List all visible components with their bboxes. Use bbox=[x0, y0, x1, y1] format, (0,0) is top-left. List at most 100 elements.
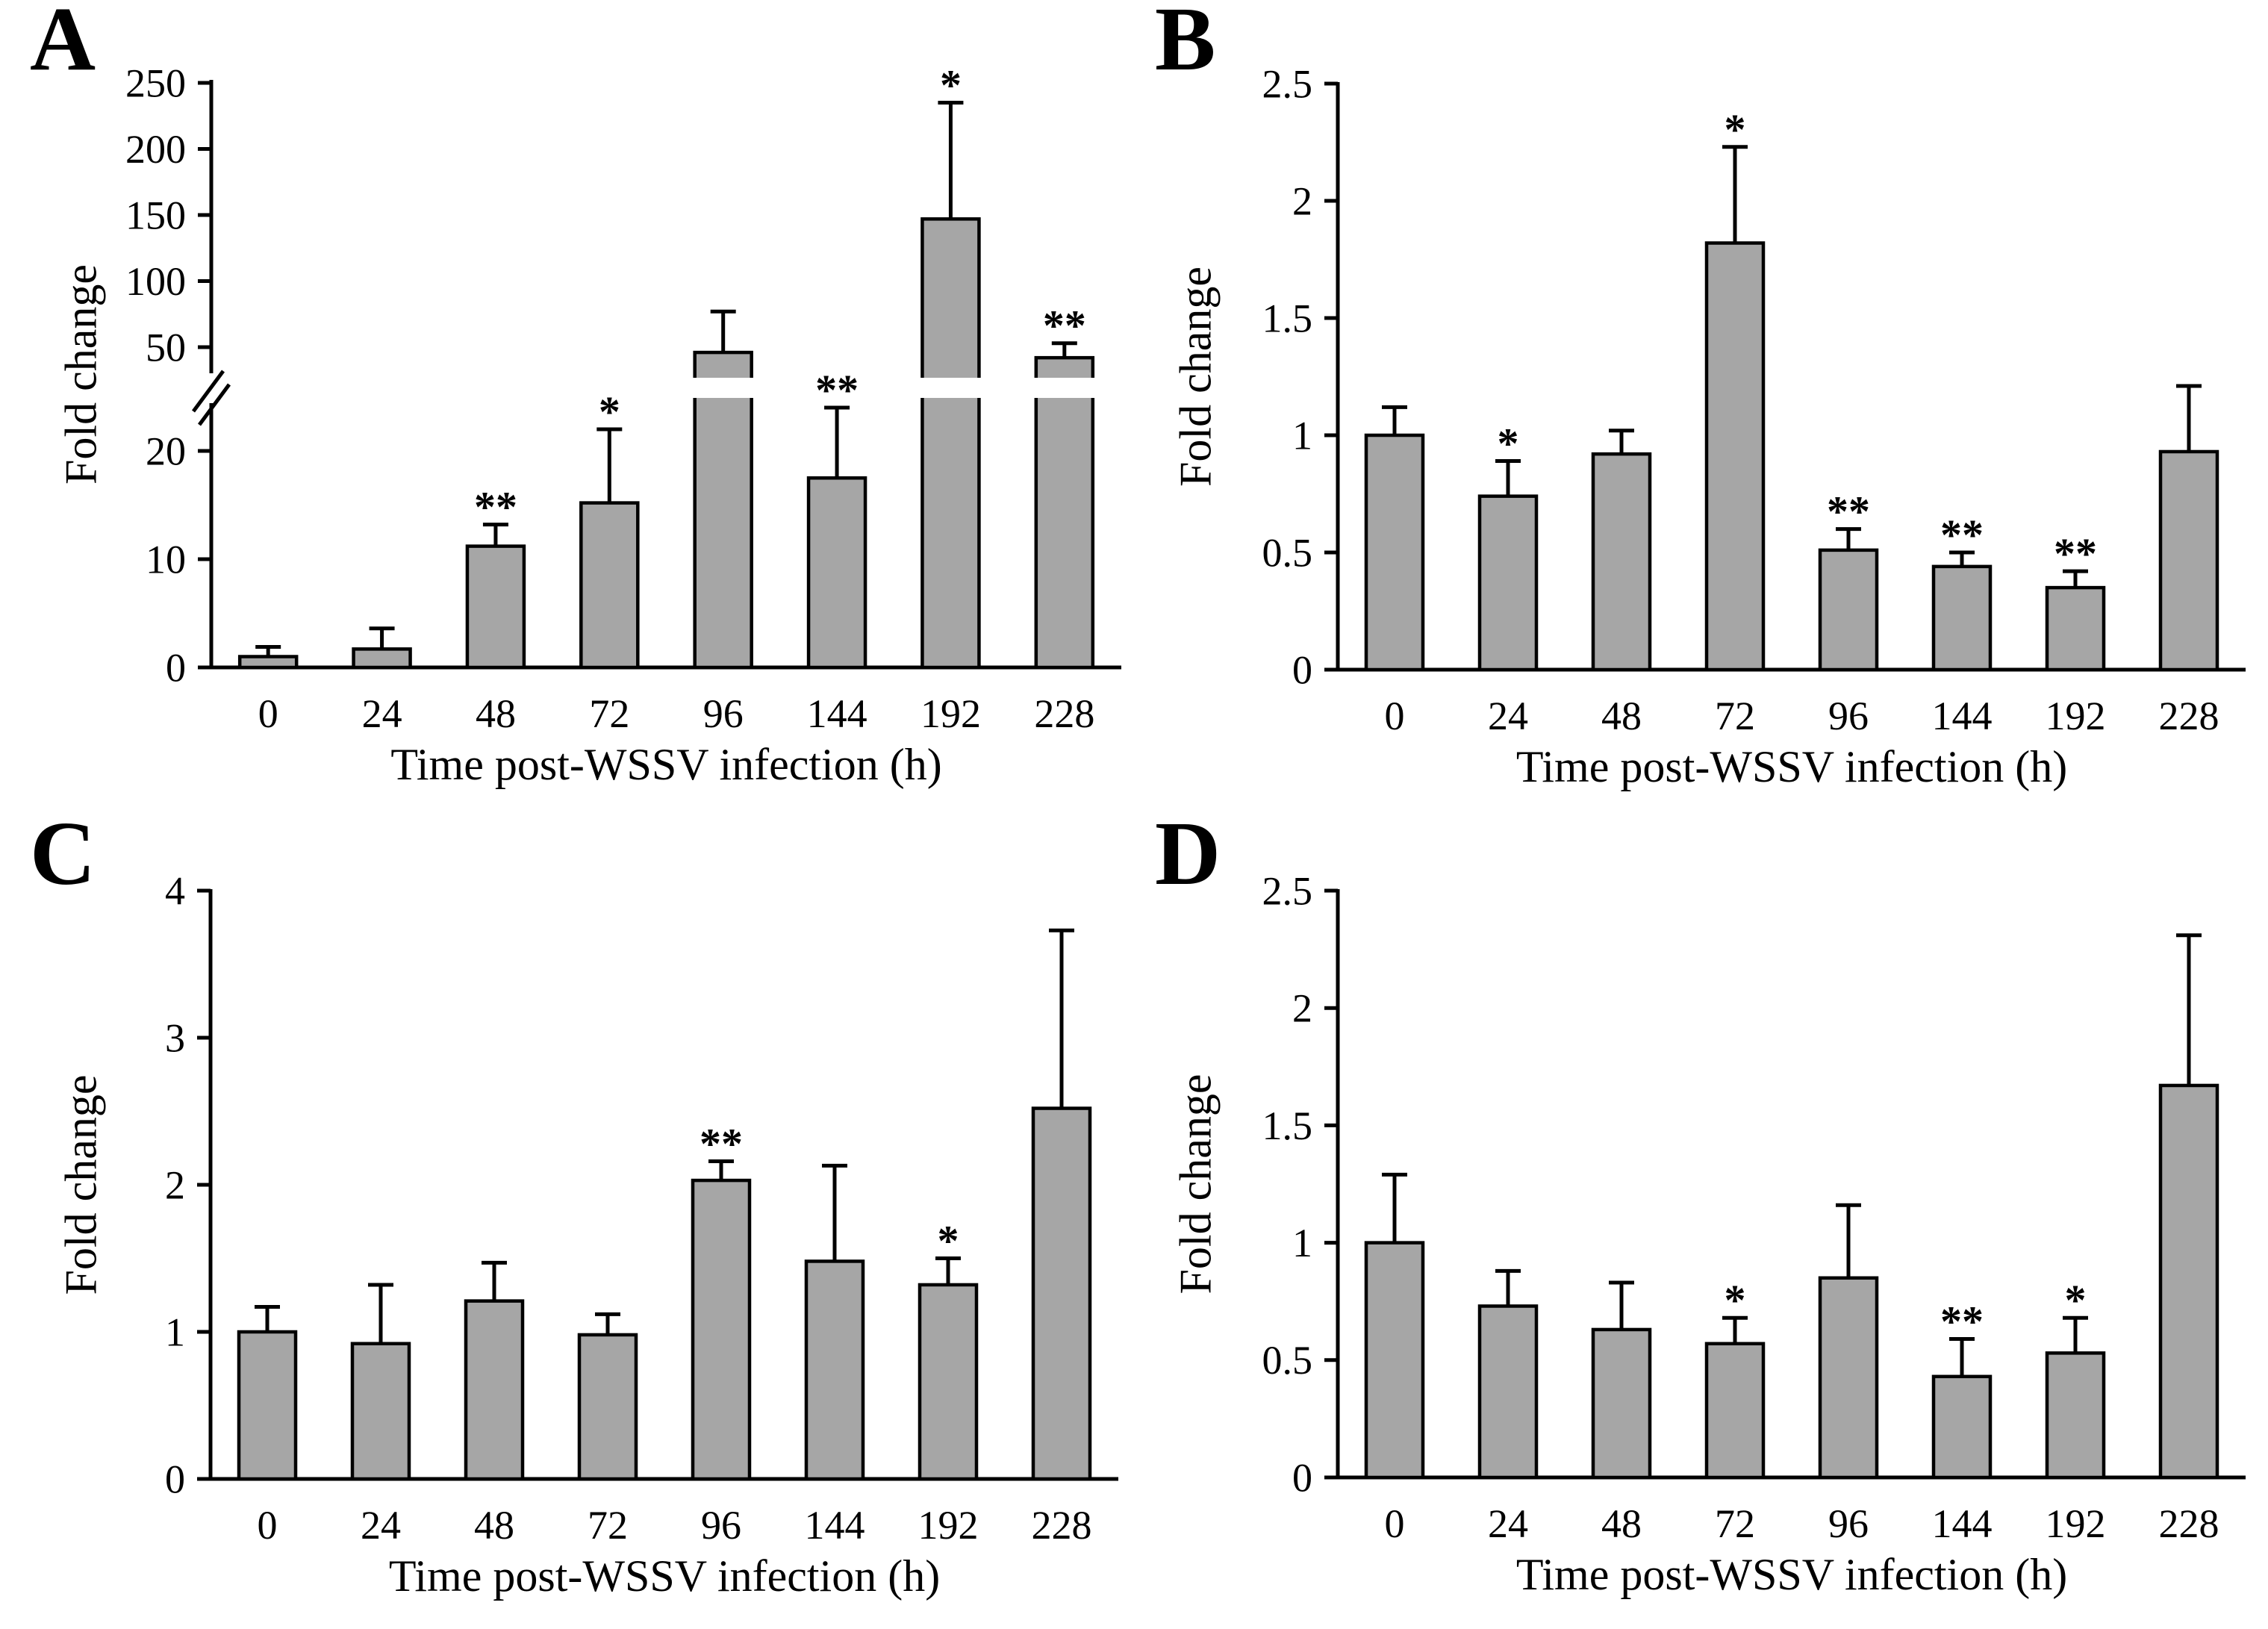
y-tick-label: 0 bbox=[1292, 647, 1312, 692]
x-tick-label: 48 bbox=[474, 1503, 514, 1548]
x-tick-label: 144 bbox=[1932, 694, 1993, 738]
axis-break-gap-96h bbox=[691, 378, 755, 398]
significance-24h: * bbox=[1498, 420, 1519, 468]
significance-144h: ** bbox=[815, 366, 859, 414]
panel-a: A 0 10 20 50 100 150 200 250 0 24 ** 48 * 72 96 ** 144 * 1… bbox=[0, 0, 1134, 814]
x-axis-title: Time post-WSSV infection (h) bbox=[1516, 1550, 2067, 1599]
significance-228h: ** bbox=[1043, 302, 1086, 350]
significance-72h: * bbox=[1725, 105, 1746, 154]
bar-144h bbox=[804, 1259, 865, 1481]
panel-c: C 0 1 2 3 4 0 24 48 72 ** 96 144 * 192 228 Time post-WS… bbox=[0, 809, 1134, 1629]
x-tick-label: 24 bbox=[1488, 1501, 1528, 1546]
bar-228h bbox=[2158, 449, 2219, 672]
panel-a-letter: A bbox=[30, 0, 96, 90]
bar-144h bbox=[806, 476, 867, 670]
bar-192h bbox=[918, 1283, 979, 1481]
bar-96h bbox=[1818, 1276, 1879, 1480]
panel-c-letter: C bbox=[30, 803, 96, 904]
x-tick-label: 0 bbox=[258, 1503, 278, 1548]
x-tick-label: 228 bbox=[2159, 1501, 2219, 1546]
significance-144h: ** bbox=[1940, 511, 1984, 559]
x-tick-label: 144 bbox=[805, 1503, 865, 1548]
axis-break-gap-228h bbox=[1032, 378, 1096, 398]
bar-0h bbox=[1364, 433, 1425, 672]
x-tick-label: 48 bbox=[476, 691, 516, 736]
x-tick-label: 48 bbox=[1601, 694, 1642, 738]
y-tick-label: 0.5 bbox=[1262, 530, 1313, 575]
y-tick-label: 10 bbox=[146, 537, 186, 582]
y-tick-label: 200 bbox=[125, 127, 186, 172]
y-tick-label: 0.5 bbox=[1262, 1338, 1313, 1383]
y-tick-label: 2.5 bbox=[1262, 61, 1313, 106]
x-tick-label: 228 bbox=[2159, 694, 2219, 738]
y-tick-label: 0 bbox=[166, 645, 186, 690]
bar-0h bbox=[237, 655, 299, 670]
bar-192h bbox=[920, 217, 981, 670]
bar-48h bbox=[1591, 452, 1652, 672]
x-tick-label: 96 bbox=[703, 691, 744, 736]
y-axis-title: Fold change bbox=[1171, 267, 1220, 487]
bar-144h bbox=[1931, 564, 1993, 672]
x-tick-label: 192 bbox=[920, 691, 981, 736]
panel-d: D 0 0.5 1 1.5 2 2.5 0 24 48 * 72 96 ** 144 * 192 228 Time… bbox=[1134, 809, 2268, 1629]
panel-b: B 0 0.5 1 1.5 2 2.5 0 * 24 48 * 72 ** 96 ** 144 ** 192 228… bbox=[1134, 0, 2268, 814]
bar-24h bbox=[1477, 494, 1539, 672]
x-tick-label: 192 bbox=[2046, 694, 2106, 738]
significance-192h: * bbox=[940, 61, 962, 110]
bar-96h bbox=[1818, 548, 1879, 672]
x-tick-label: 144 bbox=[1932, 1501, 1993, 1546]
x-tick-label: 24 bbox=[362, 691, 402, 736]
significance-72h: * bbox=[599, 387, 620, 436]
bar-228h bbox=[1031, 1106, 1092, 1481]
x-tick-label: 228 bbox=[1034, 691, 1094, 736]
y-tick-label: 2 bbox=[165, 1162, 185, 1207]
bar-48h bbox=[1591, 1327, 1652, 1480]
x-tick-label: 144 bbox=[807, 691, 867, 736]
y-tick-label: 20 bbox=[146, 429, 186, 473]
x-axis-title: Time post-WSSV infection (h) bbox=[389, 1551, 940, 1601]
bar-72h bbox=[1704, 241, 1766, 672]
x-tick-label: 48 bbox=[1601, 1501, 1642, 1546]
bar-72h bbox=[1704, 1342, 1766, 1480]
x-tick-label: 72 bbox=[1715, 694, 1755, 738]
bar-144h bbox=[1931, 1374, 1993, 1480]
bar-228h bbox=[1034, 355, 1095, 670]
bar-228h bbox=[2158, 1083, 2219, 1480]
bar-0h bbox=[237, 1330, 298, 1481]
bar-0h bbox=[1364, 1241, 1425, 1480]
x-axis-title: Time post-WSSV infection (h) bbox=[390, 740, 941, 789]
significance-48h: ** bbox=[474, 483, 517, 532]
bar-72h bbox=[579, 501, 640, 670]
y-tick-label: 4 bbox=[165, 868, 185, 913]
significance-192h: ** bbox=[2054, 529, 2097, 578]
panel-a-chart: 0 10 20 50 100 150 200 250 0 24 ** 48 * 72 96 ** 144 * 192… bbox=[56, 60, 1121, 789]
bar-96h bbox=[693, 350, 753, 670]
axis-break-gap-192h bbox=[919, 378, 982, 398]
y-tick-label: 2.5 bbox=[1262, 868, 1313, 913]
significance-192h: * bbox=[2065, 1276, 2087, 1324]
bar-192h bbox=[2045, 1351, 2106, 1480]
y-tick-label: 2 bbox=[1292, 986, 1312, 1031]
significance-144h: ** bbox=[1940, 1298, 1984, 1346]
y-tick-label: 1 bbox=[165, 1309, 185, 1354]
significance-72h: * bbox=[1725, 1276, 1746, 1324]
significance-96h: ** bbox=[1827, 488, 1870, 536]
y-tick-label: 50 bbox=[146, 325, 186, 370]
y-tick-label: 0 bbox=[165, 1457, 185, 1501]
x-tick-label: 0 bbox=[258, 691, 278, 736]
y-tick-label: 1.5 bbox=[1262, 296, 1313, 340]
bar-24h bbox=[352, 647, 412, 670]
x-tick-label: 24 bbox=[361, 1503, 401, 1548]
x-tick-label: 192 bbox=[2046, 1501, 2106, 1546]
x-tick-label: 96 bbox=[1828, 694, 1869, 738]
bar-24h bbox=[1477, 1304, 1539, 1480]
y-axis-title: Fold change bbox=[1171, 1074, 1220, 1295]
y-tick-label: 1 bbox=[1292, 1221, 1312, 1265]
x-tick-label: 72 bbox=[1715, 1501, 1755, 1546]
y-tick-label: 1.5 bbox=[1262, 1103, 1313, 1148]
panel-d-letter: D bbox=[1155, 803, 1221, 904]
y-tick-label: 3 bbox=[165, 1015, 185, 1060]
y-tick-label: 150 bbox=[125, 193, 186, 237]
y-axis-title: Fold change bbox=[56, 264, 105, 485]
